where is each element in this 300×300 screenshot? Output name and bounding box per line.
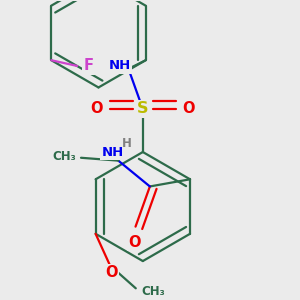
Text: CH₃: CH₃ [52, 150, 76, 163]
Text: NH: NH [101, 146, 124, 158]
Text: NH: NH [109, 59, 131, 72]
Text: O: O [105, 265, 118, 280]
Text: F: F [84, 58, 94, 74]
Text: CH₃: CH₃ [141, 285, 165, 298]
Text: O: O [128, 235, 140, 250]
Text: S: S [137, 101, 148, 116]
Text: O: O [182, 101, 195, 116]
Text: O: O [91, 101, 103, 116]
Text: H: H [122, 137, 132, 150]
